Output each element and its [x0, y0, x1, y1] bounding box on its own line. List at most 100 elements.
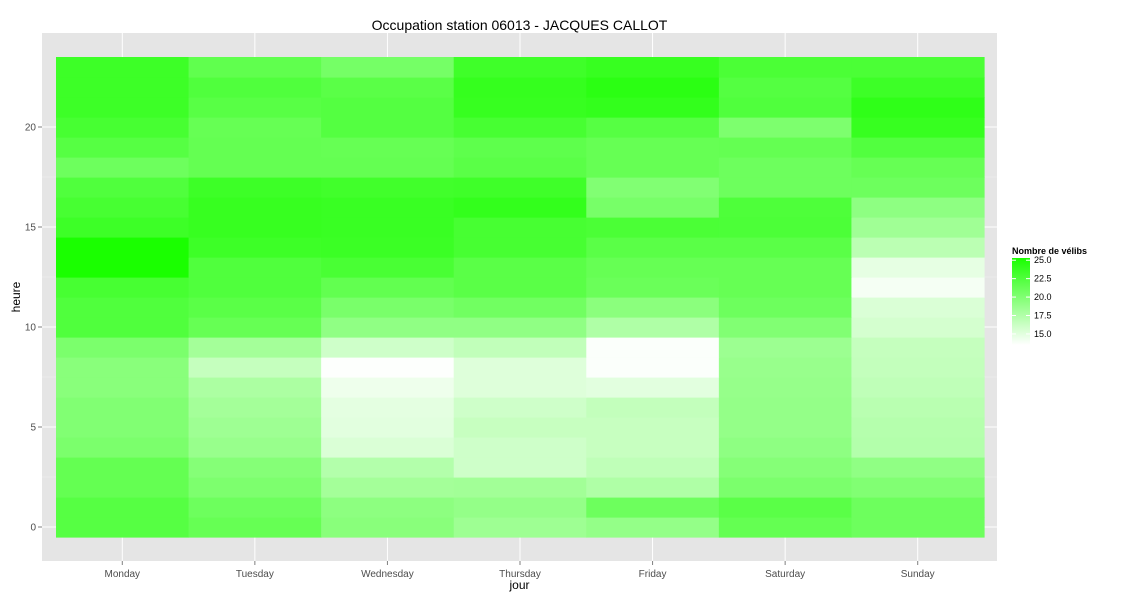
heatmap-tile [851, 517, 985, 538]
heatmap-tile [718, 117, 853, 138]
heatmap-tile [56, 397, 190, 418]
legend-label: 17.5 [1034, 311, 1052, 321]
heatmap-tile [718, 277, 853, 298]
heatmap-tile [851, 477, 985, 498]
heatmap-tile [188, 437, 322, 458]
heatmap-tile [586, 377, 720, 398]
heatmap-tile [718, 477, 853, 498]
heatmap-tile [453, 97, 587, 118]
y-tick-label: 15 [25, 223, 37, 234]
heatmap-tile [586, 317, 720, 338]
heatmap-tile [586, 297, 720, 318]
heatmap-tile [718, 157, 853, 178]
heatmap-tile [188, 477, 322, 498]
heatmap-tile [321, 437, 455, 458]
heatmap-tile [188, 317, 322, 338]
heatmap-tile [851, 277, 985, 298]
heatmap-tile [56, 377, 190, 398]
heatmap-tile [321, 397, 455, 418]
heatmap-tile [718, 177, 853, 198]
heatmap-tile [56, 197, 190, 218]
heatmap-tile [56, 357, 190, 378]
heatmap-tile [321, 157, 455, 178]
heatmap-tile [56, 277, 190, 298]
heatmap-tile [321, 77, 455, 98]
heatmap-tile [851, 437, 985, 458]
heatmap-tile [321, 317, 455, 338]
heatmap-tile [718, 217, 853, 238]
heatmap-tile [188, 417, 322, 438]
heatmap-tile [586, 117, 720, 138]
heatmap-tile [56, 437, 190, 458]
heatmap-tile [586, 217, 720, 238]
heatmap-tile [851, 337, 985, 358]
heatmap-tile [586, 437, 720, 458]
heatmap-tile [586, 477, 720, 498]
heatmap-tile [851, 57, 985, 78]
heatmap-tile [586, 497, 720, 518]
heatmap-tile [188, 277, 322, 298]
heatmap-tile [56, 257, 190, 278]
heatmap-tile [56, 317, 190, 338]
heatmap-tile [453, 357, 587, 378]
heatmap-tile [453, 137, 587, 158]
heatmap-tile [851, 357, 985, 378]
heatmap-tile [321, 57, 455, 78]
heatmap-tile [851, 297, 985, 318]
heatmap-tile [586, 237, 720, 258]
heatmap-tile [188, 157, 322, 178]
heatmap-tile [851, 177, 985, 198]
heatmap-tile [56, 137, 190, 158]
heatmap-tile [718, 57, 853, 78]
heatmap-tile [851, 457, 985, 478]
heatmap-tile [718, 337, 853, 358]
heatmap-tile [56, 297, 190, 318]
heatmap-tile [453, 497, 587, 518]
heatmap-tile [56, 497, 190, 518]
x-axis-title: jour [508, 578, 529, 592]
heatmap-tile [453, 117, 587, 138]
heatmap-tile [586, 57, 720, 78]
heatmap-tile [718, 457, 853, 478]
heatmap-tile [453, 517, 587, 538]
heatmap-tile [188, 297, 322, 318]
x-tick-label: Tuesday [236, 569, 274, 580]
heatmap-tile [586, 157, 720, 178]
heatmap-tile [56, 217, 190, 238]
chart-title: Occupation station 06013 - JACQUES CALLO… [372, 17, 668, 33]
legend-title: Nombre de vélibs [1012, 246, 1087, 256]
heatmap-tile [453, 297, 587, 318]
heatmap-tile [321, 237, 455, 258]
heatmap-tile [718, 357, 853, 378]
heatmap-tile [851, 77, 985, 98]
heatmap-tile [188, 137, 322, 158]
legend-label: 20.0 [1034, 292, 1052, 302]
heatmap-tile [321, 337, 455, 358]
heatmap-tile [851, 117, 985, 138]
heatmap-tile [321, 197, 455, 218]
heatmap-tile [453, 397, 587, 418]
heatmap-tile [453, 317, 587, 338]
heatmap-tile [718, 377, 853, 398]
y-axis: 0 5 10 15 20 [25, 123, 42, 534]
heatmap-tile [718, 517, 853, 538]
heatmap-tile [56, 417, 190, 438]
legend-label: 15.0 [1034, 329, 1052, 339]
heatmap-tile [321, 477, 455, 498]
heatmap-tile [321, 417, 455, 438]
heatmap-tile [453, 77, 587, 98]
y-tick-label: 5 [30, 423, 36, 434]
heatmap-tile [718, 197, 853, 218]
heatmap-tile [453, 257, 587, 278]
heatmap-tile [188, 257, 322, 278]
heatmap-tile [586, 257, 720, 278]
heatmap-tile [851, 237, 985, 258]
heatmap-tile [321, 117, 455, 138]
heatmap-tile [718, 417, 853, 438]
heatmap-tile [321, 297, 455, 318]
heatmap-tile [188, 177, 322, 198]
heatmap-tile [321, 97, 455, 118]
heatmap-tile [586, 397, 720, 418]
heatmap-tile [453, 57, 587, 78]
